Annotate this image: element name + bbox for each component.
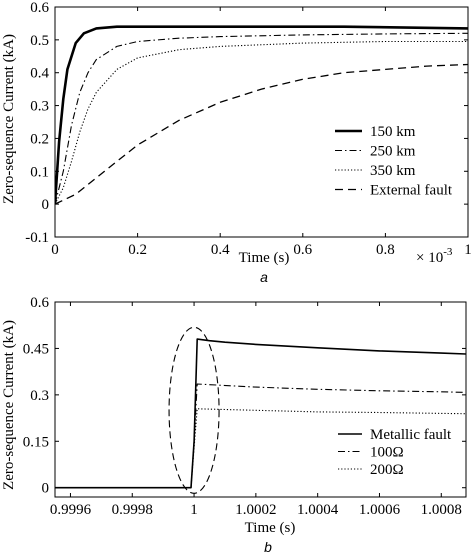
panel-b-series-200ω (190, 408, 466, 488)
panel-a-caption: a (260, 269, 268, 285)
panel-b-series-100ω (190, 383, 466, 488)
panel-a-x-tick-label: 0.4 (211, 242, 230, 258)
panel-a-ylabel: Zero-sequence Current (kA) (1, 34, 17, 204)
panel-b-series-metallic-fault (55, 338, 466, 489)
panel-a-x-multiplier-exp: -3 (443, 246, 453, 258)
panel-b-fault-ellipse (168, 326, 220, 494)
panel-a-axes-frame (54, 6, 469, 238)
panel-a-series-350-km (55, 40, 468, 205)
panel-a-x-tick-label: 0 (51, 242, 59, 258)
panel-a-x-multiplier-base: × 10 (416, 250, 443, 266)
panel-b-y-tick-label: 0.3 (30, 388, 49, 404)
panel-b-x-tick-label: 0.9996 (50, 502, 92, 518)
panel-a-x-tick-label: 0.6 (293, 242, 312, 258)
panel-b-x-tick-label: 0.9998 (112, 502, 153, 518)
panel-a-y-tick-label: 0.6 (30, 0, 49, 16)
panel-b-xlabel: Time (s) (245, 520, 296, 536)
panel-a-legend-label: 150 km (370, 124, 416, 140)
panel-a-series-external-fault (55, 63, 468, 205)
panel-a-x-multiplier: × 10-3 (416, 246, 453, 266)
panel-b-legend-label: 100Ω (370, 445, 404, 461)
panel-a-y-tick-label: -0.1 (25, 230, 49, 246)
panel-b-y-tick-label: 0.6 (30, 295, 49, 311)
panel-a-y-tick-label: 0.1 (30, 164, 49, 180)
panel-b-x-tick-label: 1 (190, 502, 198, 518)
panel-a-series-250-km (55, 32, 468, 205)
panel-a-x-tick-label: 0.2 (128, 242, 147, 258)
panel-b-x-tick-label: 1.0004 (297, 502, 339, 518)
panel-a-x-tick-label: 1 (464, 242, 472, 258)
panel-a-y-tick-label: 0.2 (30, 131, 49, 147)
panel-b-y-tick-label: 0.45 (23, 341, 49, 357)
panel-b-x-tick-label: 1.0008 (421, 502, 462, 518)
panel-b-y-tick-label: 0 (42, 481, 50, 497)
panel-a-legend-label: External fault (370, 183, 453, 199)
panel-a-y-tick-label: 0 (42, 197, 50, 213)
panel-a-x-tick-label: 0.8 (376, 242, 395, 258)
panel-a-y-tick-label: 0.4 (30, 66, 49, 82)
panel-a-legend-label: 350 km (370, 163, 416, 179)
panel-b-legend-label: Metallic fault (370, 427, 452, 443)
panel-a-y-tick-label: 0.3 (30, 99, 49, 115)
panel-b-x-tick-label: 1.0006 (359, 502, 401, 518)
panel-a-legend-label: 250 km (370, 144, 416, 160)
panel-a-y-tick-label: 0.5 (30, 33, 49, 49)
panel-b-caption: b (264, 539, 272, 555)
panel-b-legend-label: 200Ω (370, 462, 404, 478)
panel-a-xlabel: Time (s) (239, 250, 290, 266)
chart-panel-a: 0 0.2 0.4 0.6 0.8 1-0.100.10.20.30.40.50.6150… (25, 0, 472, 258)
panel-a-series-150-km (55, 25, 468, 205)
panel-b-ylabel: Zero-sequence Current (kA) (1, 320, 17, 490)
panel-b-axes-frame (54, 301, 467, 498)
panel-b-x-tick-label: 1.0002 (235, 502, 276, 518)
chart-panel-b: 0.9996 0.9998 1 1.0002 1.0004 1.0006 1.0008 0 0.… (23, 295, 467, 518)
panel-b-y-tick-label: 0.15 (23, 434, 49, 450)
